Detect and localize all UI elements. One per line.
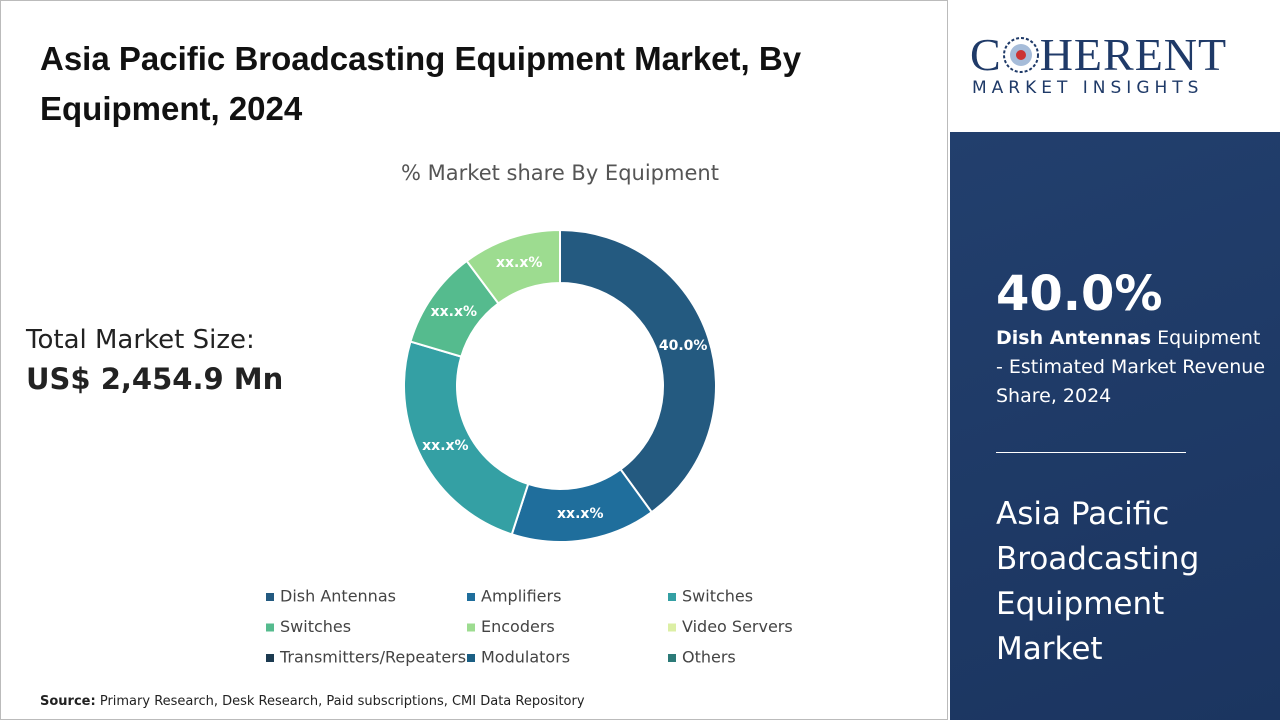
data-label: xx.x%	[431, 304, 477, 320]
side-panel: 40.0% Dish Antennas Equipment - Estimate…	[950, 132, 1280, 720]
separator	[996, 452, 1186, 453]
legend-swatch	[668, 593, 676, 601]
total-market-value: US$ 2,454.9 Mn	[26, 362, 284, 396]
chart-title: % Market share By Equipment	[401, 161, 719, 185]
donut-segment	[559, 228, 717, 514]
data-label: 40.0%	[659, 338, 708, 354]
legend-label: Modulators	[481, 648, 570, 667]
legend-swatch	[266, 654, 274, 662]
logo-name: C HERENT	[970, 28, 1227, 81]
data-label: xx.x%	[557, 506, 603, 522]
legend-label: Video Servers	[682, 617, 793, 636]
legend-swatch	[668, 654, 676, 662]
logo-globe	[1002, 37, 1039, 73]
legend-swatch	[467, 593, 475, 601]
market-name: Asia Pacific Broadcasting Equipment Mark…	[996, 496, 1200, 667]
highlight-text: Dish Antennas Equipment - Estimated Mark…	[996, 324, 1266, 411]
highlight-bold: Dish Antennas	[996, 327, 1152, 349]
chart: % Market share By Equipment 40.0% xx.x% xx…	[266, 161, 793, 667]
source-text: Primary Research, Desk Research, Paid su…	[99, 694, 585, 709]
legend-swatch	[467, 623, 475, 632]
logo-tagline: MARKET INSIGHTS	[972, 78, 1204, 98]
source: Source: Primary Research, Desk Research,…	[40, 694, 585, 709]
legend-label: Switches	[280, 617, 351, 636]
page-title: Asia Pacific Broadcasting Equipment Mark…	[40, 40, 802, 127]
logo-first: C	[970, 29, 1002, 80]
legend-label: Switches	[682, 587, 753, 606]
legend-label: Encoders	[481, 617, 555, 636]
logo-rest: HERENT	[1039, 29, 1228, 80]
legend-swatch	[668, 623, 676, 632]
total-market-label: Total Market Size:	[26, 325, 255, 355]
source-label: Source:	[40, 694, 96, 709]
legend-swatch	[266, 593, 274, 601]
highlight-desc: Equipment - Estimated Market Revenue Sha…	[996, 327, 1266, 407]
data-label: xx.x%	[422, 438, 468, 454]
legend-swatch	[467, 654, 475, 662]
logo: C HERENT MARKET INSIGHTS	[950, 0, 1280, 132]
legend-label: Amplifiers	[481, 587, 561, 606]
legend-label: Transmitters/Repeaters	[279, 648, 466, 667]
legend-label: Dish Antennas	[280, 587, 396, 606]
highlight-value: 40.0%	[996, 266, 1163, 322]
legend-swatch	[266, 623, 274, 632]
legend-label: Others	[682, 648, 736, 667]
data-label: xx.x%	[496, 255, 542, 271]
donut-segment	[403, 340, 530, 536]
